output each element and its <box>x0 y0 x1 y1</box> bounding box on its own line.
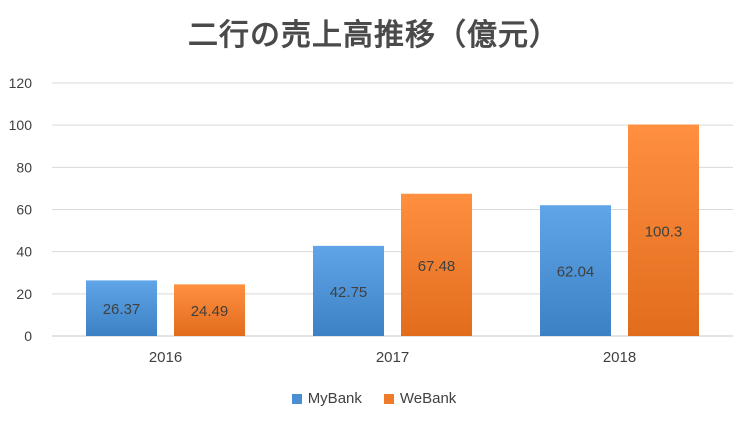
y-tick-label: 60 <box>16 202 32 218</box>
x-tick-label: 2018 <box>603 349 636 366</box>
y-tick-label: 20 <box>16 286 32 302</box>
data-label: 67.48 <box>418 258 456 275</box>
x-tick-label: 2016 <box>149 349 182 366</box>
y-tick-label: 40 <box>16 244 32 260</box>
bar-webank-2018 <box>628 124 699 336</box>
legend-label: MyBank <box>307 390 362 407</box>
data-label: 100.3 <box>645 223 683 240</box>
bar-webank-2016 <box>174 284 245 336</box>
chart-title: 二行の売上高推移（億元） <box>188 18 560 53</box>
bar-mybank-2016 <box>86 280 157 336</box>
data-label: 42.75 <box>330 284 368 301</box>
data-label: 62.04 <box>557 264 595 281</box>
legend-swatch <box>291 393 302 404</box>
x-tick-label: 2017 <box>376 349 409 366</box>
bar-mybank-2017 <box>313 245 384 336</box>
y-tick-label: 0 <box>24 328 32 344</box>
bar-webank-2017 <box>401 193 472 336</box>
bar-mybank-2018 <box>540 205 611 336</box>
legend-item-webank: WeBank <box>383 390 457 407</box>
legend-label: WeBank <box>399 390 457 407</box>
y-tick-label: 80 <box>16 159 32 175</box>
y-tick-label: 100 <box>9 117 33 133</box>
chart-legend: MyBank WeBank <box>0 390 748 407</box>
y-tick-label: 120 <box>9 75 33 91</box>
legend-item-mybank: MyBank <box>291 390 362 407</box>
data-label: 24.49 <box>191 303 229 320</box>
data-label: 26.37 <box>103 301 141 318</box>
legend-swatch <box>383 393 394 404</box>
